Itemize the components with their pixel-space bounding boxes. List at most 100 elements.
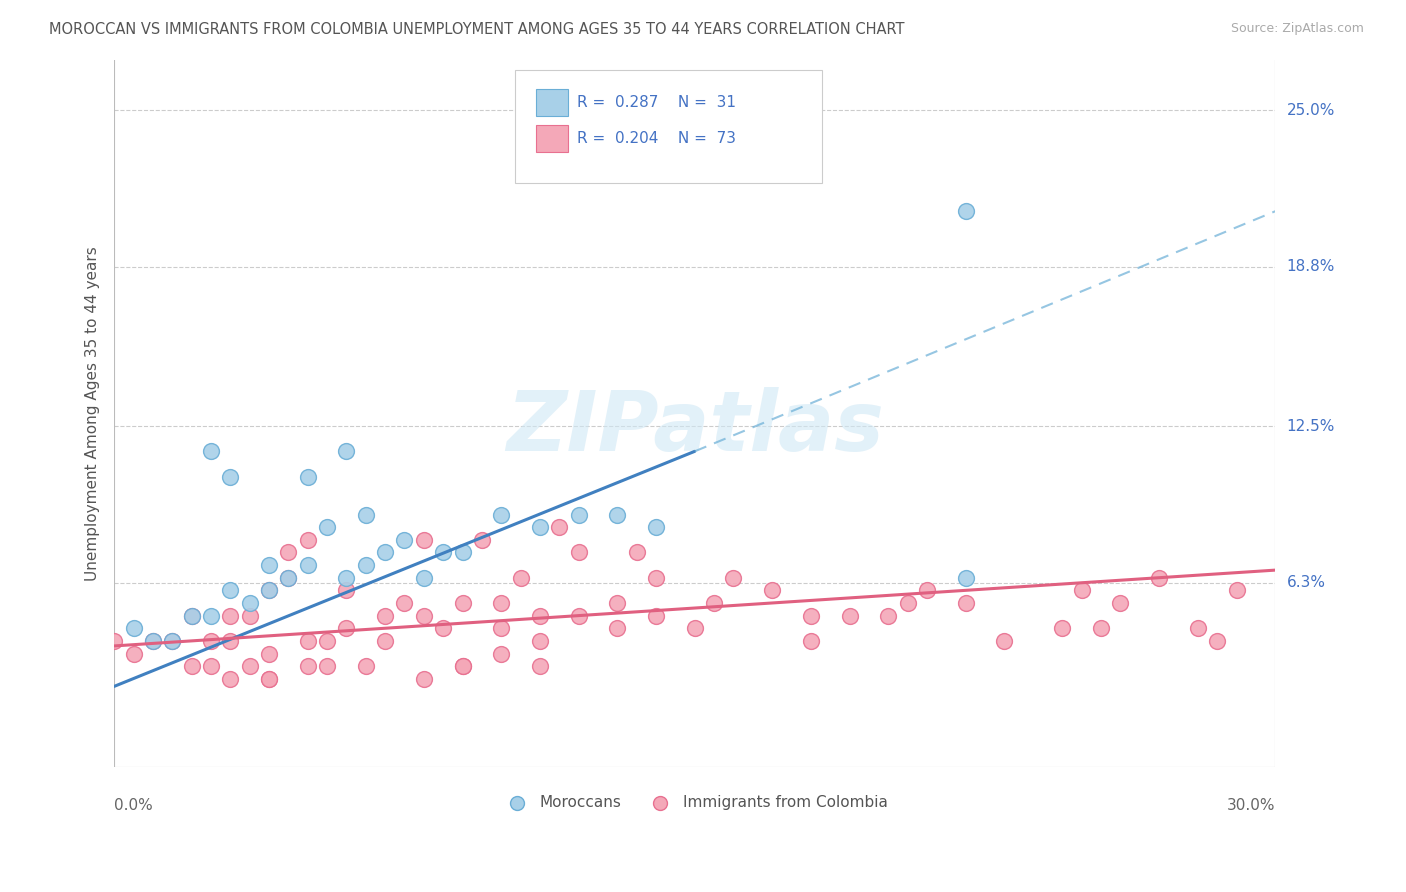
Point bbox=[568, 545, 591, 559]
Point bbox=[451, 596, 474, 610]
Point bbox=[180, 608, 202, 623]
Point bbox=[800, 608, 823, 623]
Point bbox=[838, 608, 860, 623]
Text: 25.0%: 25.0% bbox=[1286, 103, 1334, 118]
Point bbox=[297, 558, 319, 572]
Point bbox=[374, 633, 396, 648]
Point bbox=[1147, 571, 1170, 585]
Point bbox=[451, 659, 474, 673]
Point bbox=[122, 621, 145, 635]
Point bbox=[645, 608, 668, 623]
Point bbox=[529, 520, 551, 534]
Point bbox=[394, 533, 416, 547]
Point bbox=[257, 558, 280, 572]
Point bbox=[606, 596, 628, 610]
Point bbox=[200, 444, 222, 458]
Point bbox=[509, 571, 531, 585]
Point bbox=[394, 596, 416, 610]
Text: Source: ZipAtlas.com: Source: ZipAtlas.com bbox=[1230, 22, 1364, 36]
Point bbox=[297, 469, 319, 483]
Point bbox=[1109, 596, 1132, 610]
Point bbox=[180, 659, 202, 673]
Point bbox=[489, 508, 512, 522]
Point bbox=[335, 444, 357, 458]
Point bbox=[412, 608, 434, 623]
Point bbox=[1090, 621, 1112, 635]
Point bbox=[374, 545, 396, 559]
Point bbox=[1070, 583, 1092, 598]
Point bbox=[568, 508, 591, 522]
Point bbox=[529, 633, 551, 648]
Text: 0.0%: 0.0% bbox=[114, 797, 153, 813]
Point bbox=[955, 204, 977, 219]
Point bbox=[335, 571, 357, 585]
Point bbox=[877, 608, 900, 623]
Point bbox=[354, 659, 377, 673]
Point bbox=[529, 608, 551, 623]
Point bbox=[354, 508, 377, 522]
Point bbox=[955, 571, 977, 585]
Point bbox=[354, 558, 377, 572]
Point bbox=[239, 659, 262, 673]
Point bbox=[219, 633, 242, 648]
Point bbox=[955, 596, 977, 610]
Point bbox=[993, 633, 1015, 648]
Point bbox=[626, 545, 648, 559]
FancyBboxPatch shape bbox=[536, 89, 568, 116]
Point bbox=[432, 545, 454, 559]
Point bbox=[568, 608, 591, 623]
Point bbox=[374, 608, 396, 623]
Point bbox=[529, 659, 551, 673]
Point bbox=[297, 533, 319, 547]
Point bbox=[645, 571, 668, 585]
Y-axis label: Unemployment Among Ages 35 to 44 years: Unemployment Among Ages 35 to 44 years bbox=[86, 246, 100, 581]
Point bbox=[297, 633, 319, 648]
Text: MOROCCAN VS IMMIGRANTS FROM COLOMBIA UNEMPLOYMENT AMONG AGES 35 TO 44 YEARS CORR: MOROCCAN VS IMMIGRANTS FROM COLOMBIA UNE… bbox=[49, 22, 904, 37]
Point bbox=[257, 647, 280, 661]
Point bbox=[200, 659, 222, 673]
Text: 18.8%: 18.8% bbox=[1286, 260, 1334, 275]
Point bbox=[915, 583, 938, 598]
Point bbox=[451, 659, 474, 673]
Legend: Moroccans, Immigrants from Colombia: Moroccans, Immigrants from Colombia bbox=[495, 789, 894, 816]
Point bbox=[219, 608, 242, 623]
Point bbox=[297, 659, 319, 673]
Point bbox=[103, 633, 125, 648]
Text: 12.5%: 12.5% bbox=[1286, 418, 1334, 434]
Point bbox=[548, 520, 571, 534]
Point bbox=[219, 469, 242, 483]
Text: 30.0%: 30.0% bbox=[1227, 797, 1275, 813]
Point bbox=[257, 583, 280, 598]
Point bbox=[489, 647, 512, 661]
Point bbox=[723, 571, 745, 585]
Point bbox=[219, 583, 242, 598]
Point bbox=[703, 596, 725, 610]
Point bbox=[257, 672, 280, 686]
Point bbox=[1052, 621, 1074, 635]
Point bbox=[219, 672, 242, 686]
Point bbox=[683, 621, 706, 635]
Point bbox=[277, 571, 299, 585]
Point bbox=[257, 672, 280, 686]
Point bbox=[1225, 583, 1247, 598]
Point bbox=[277, 545, 299, 559]
Point bbox=[471, 533, 494, 547]
Point bbox=[162, 633, 184, 648]
Point bbox=[239, 608, 262, 623]
Point bbox=[412, 533, 434, 547]
Point bbox=[645, 520, 668, 534]
Point bbox=[1206, 633, 1229, 648]
Point bbox=[489, 621, 512, 635]
Point bbox=[335, 621, 357, 635]
Point bbox=[761, 583, 783, 598]
Point bbox=[335, 583, 357, 598]
Text: 6.3%: 6.3% bbox=[1286, 575, 1326, 591]
Point bbox=[432, 621, 454, 635]
Point bbox=[1187, 621, 1209, 635]
Point bbox=[800, 633, 823, 648]
Point bbox=[257, 583, 280, 598]
Text: ZIPatlas: ZIPatlas bbox=[506, 387, 883, 468]
Point bbox=[142, 633, 165, 648]
Point bbox=[277, 571, 299, 585]
Point bbox=[162, 633, 184, 648]
